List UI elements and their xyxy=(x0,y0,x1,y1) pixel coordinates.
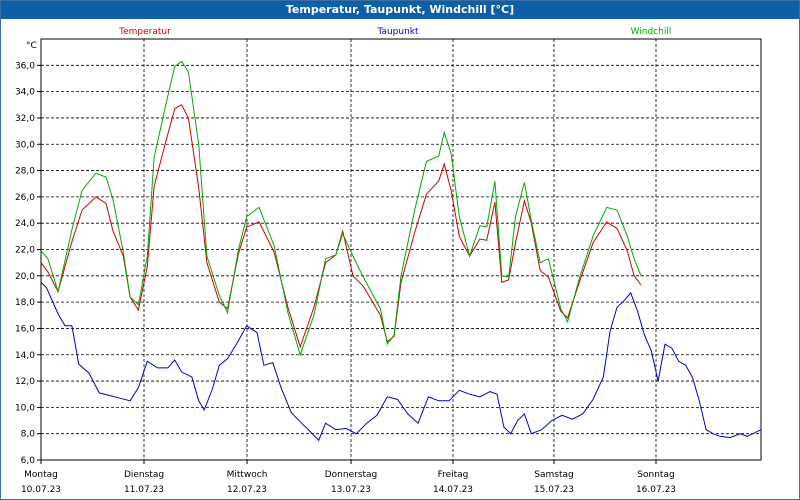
y-tick-label: 18,0 xyxy=(15,298,35,308)
x-tick-label-date: 12.07.23 xyxy=(227,485,267,495)
x-tick-label-day: Donnerstag xyxy=(325,470,378,480)
y-tick-label: 12,0 xyxy=(15,377,35,387)
y-tick-label: 10,0 xyxy=(15,403,35,413)
y-tick-label: 24,0 xyxy=(15,219,35,229)
x-tick-label-day: Sonntag xyxy=(637,470,674,480)
x-tick-label-date: 16.07.23 xyxy=(636,485,676,495)
x-tick-label-day: Mittwoch xyxy=(227,470,268,480)
y-tick-label: 30,0 xyxy=(15,140,35,150)
x-tick-label-date: 10.07.23 xyxy=(21,485,61,495)
y-axis-label: °C xyxy=(26,41,37,51)
y-tick-label: 8,0 xyxy=(21,430,36,440)
legend-entry-taupunkt: Taupunkt xyxy=(376,27,419,37)
x-tick-label-day: Montag xyxy=(24,470,58,480)
x-tick-label-day: Samstag xyxy=(534,470,573,480)
y-tick-label: 34,0 xyxy=(15,88,35,98)
x-tick-label-date: 14.07.23 xyxy=(433,485,473,495)
y-tick-label: 6,0 xyxy=(21,456,36,466)
series-line-windchill xyxy=(40,60,642,357)
y-tick-label: 16,0 xyxy=(15,324,35,334)
legend-entry-temperatur: Temperatur xyxy=(118,27,171,37)
x-tick-label-day: Freitag xyxy=(438,470,469,480)
chart-title: Temperatur, Taupunkt, Windchill [°C] xyxy=(1,1,799,19)
y-tick-label: 14,0 xyxy=(15,351,35,361)
x-tick-label-date: 15.07.23 xyxy=(534,485,574,495)
series-line-temperatur xyxy=(40,104,642,349)
y-tick-label: 20,0 xyxy=(15,272,35,282)
y-tick-label: 28,0 xyxy=(15,167,35,177)
y-tick-label: 32,0 xyxy=(15,114,35,124)
y-tick-label: 22,0 xyxy=(15,246,35,256)
x-tick-label-date: 13.07.23 xyxy=(331,485,371,495)
series-line-taupunkt xyxy=(40,282,762,442)
y-tick-label: 26,0 xyxy=(15,193,35,203)
legend-entry-windchill: Windchill xyxy=(631,27,672,37)
x-tick-label-date: 11.07.23 xyxy=(124,485,164,495)
y-tick-label: 36,0 xyxy=(15,61,35,71)
x-tick-label-day: Dienstag xyxy=(124,470,164,480)
